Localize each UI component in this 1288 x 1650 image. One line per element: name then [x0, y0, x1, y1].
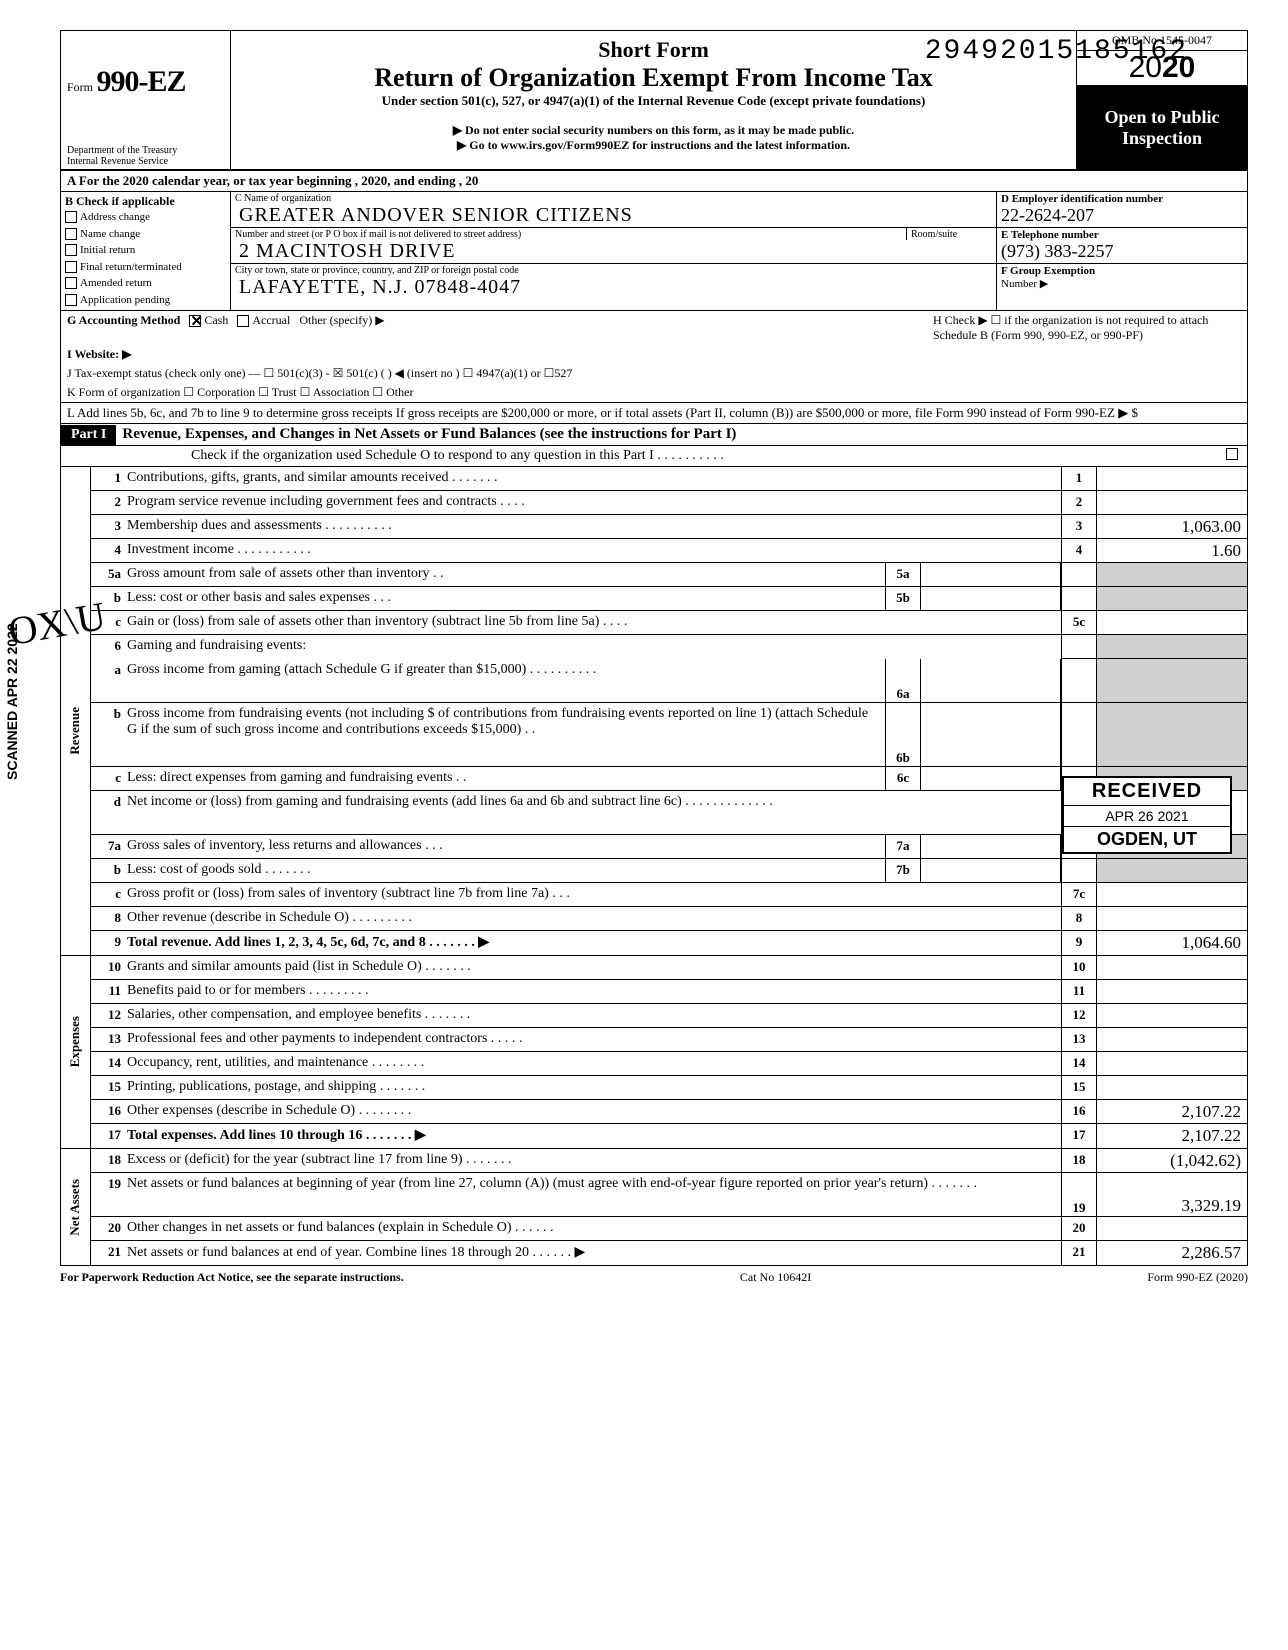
chk-cash[interactable]	[189, 315, 201, 327]
received-stamp: RECEIVED APR 26 2021 OGDEN, UT	[1062, 776, 1232, 854]
form-word: Form	[67, 80, 93, 94]
line-19: 19Net assets or fund balances at beginni…	[91, 1173, 1247, 1217]
schedule-o-check: Check if the organization used Schedule …	[60, 446, 1248, 467]
side-expenses-text: Expenses	[67, 1016, 83, 1067]
line-15: 15Printing, publications, postage, and s…	[91, 1076, 1247, 1100]
side-revenue: Revenue	[61, 467, 91, 955]
chk-name-change[interactable]: Name change	[65, 226, 226, 243]
entity-info-block: B Check if applicable Address change Nam…	[60, 191, 1248, 310]
org-city: LAFAYETTE, N.J. 07848-4047	[231, 276, 996, 299]
chk-application-pending[interactable]: Application pending	[65, 292, 226, 309]
line-5b: bLess: cost or other basis and sales exp…	[91, 587, 1247, 611]
chk-initial-return[interactable]: Initial return	[65, 242, 226, 259]
chk-schedule-o[interactable]	[1226, 448, 1238, 460]
dln-stamp: 29492015185162	[925, 36, 1188, 67]
line-8: 8Other revenue (describe in Schedule O) …	[91, 907, 1247, 931]
line-10: 10Grants and similar amounts paid (list …	[91, 956, 1247, 980]
txt-cash: Cash	[204, 313, 228, 327]
line-17: 17Total expenses. Add lines 10 through 1…	[91, 1124, 1247, 1148]
part1-header-row: Part I Revenue, Expenses, and Changes in…	[60, 424, 1248, 446]
line-5a: 5aGross amount from sale of assets other…	[91, 563, 1247, 587]
open-line2: Inspection	[1079, 128, 1245, 149]
line-6b: bGross income from fundraising events (n…	[91, 703, 1247, 767]
dept-line1: Department of the Treasury	[67, 145, 224, 156]
line-21: 21Net assets or fund balances at end of …	[91, 1241, 1247, 1265]
line-7b: bLess: cost of goods sold . . . . . . .7…	[91, 859, 1247, 883]
line-20: 20Other changes in net assets or fund ba…	[91, 1217, 1247, 1241]
section-h: H Check ▶ ☐ if the organization is not r…	[927, 311, 1247, 345]
part1-label: Part I	[61, 425, 116, 445]
footer-right: Form 990-EZ (2020)	[1147, 1270, 1248, 1285]
footer: For Paperwork Reduction Act Notice, see …	[60, 1266, 1248, 1289]
row-a-tax-year: A For the 2020 calendar year, or tax yea…	[60, 171, 1248, 191]
chk-amended-return[interactable]: Amended return	[65, 275, 226, 292]
label-org-name: C Name of organization	[231, 192, 996, 204]
line-3: 3Membership dues and assessments . . . .…	[91, 515, 1247, 539]
txt-other: Other (specify) ▶	[299, 313, 384, 327]
label-city: City or town, state or province, country…	[231, 264, 996, 276]
received-date: APR 26 2021	[1064, 806, 1230, 827]
section-b: B Check if applicable Address change Nam…	[61, 192, 231, 310]
section-b-header: B Check if applicable	[65, 194, 226, 209]
line-4: 4Investment income . . . . . . . . . . .…	[91, 539, 1247, 563]
line-13: 13Professional fees and other payments t…	[91, 1028, 1247, 1052]
line-2: 2Program service revenue including gover…	[91, 491, 1247, 515]
line-12: 12Salaries, other compensation, and empl…	[91, 1004, 1247, 1028]
org-address: 2 MACINTOSH DRIVE	[231, 240, 996, 264]
phone-value: (973) 383-2257	[1001, 241, 1243, 262]
label-group-exemption: F Group Exemption	[1001, 265, 1243, 277]
expenses-section: Expenses 10Grants and similar amounts pa…	[60, 956, 1248, 1149]
label-room: Room/suite	[907, 228, 996, 240]
chk-accrual[interactable]	[237, 315, 249, 327]
line-6: 6Gaming and fundraising events:	[91, 635, 1247, 659]
revenue-section: Revenue 1Contributions, gifts, grants, a…	[60, 467, 1248, 956]
part1-title: Revenue, Expenses, and Changes in Net As…	[116, 424, 742, 445]
form-label-cell: Form 990-EZ Department of the Treasury I…	[61, 31, 231, 169]
label-group-number: Number ▶	[1001, 277, 1243, 290]
form-number: 990-EZ	[97, 65, 186, 98]
received-location: OGDEN, UT	[1064, 827, 1230, 852]
line-6a: aGross income from gaming (attach Schedu…	[91, 659, 1247, 703]
line-9: 9Total revenue. Add lines 1, 2, 3, 4, 5c…	[91, 931, 1247, 955]
label-address: Number and street (or P O box if mail is…	[231, 228, 906, 240]
line-16: 16Other expenses (describe in Schedule O…	[91, 1100, 1247, 1124]
label-phone: E Telephone number	[1001, 229, 1243, 241]
line-5c: cGain or (loss) from sale of assets othe…	[91, 611, 1247, 635]
footer-mid: Cat No 10642I	[740, 1270, 811, 1285]
side-netassets-text: Net Assets	[67, 1179, 83, 1236]
row-l-gross: L Add lines 5b, 6c, and 7b to line 9 to …	[60, 403, 1248, 424]
line-18: 18Excess or (deficit) for the year (subt…	[91, 1149, 1247, 1173]
chk-final-return[interactable]: Final return/terminated	[65, 259, 226, 276]
side-revenue-text: Revenue	[67, 707, 83, 755]
chk-address-change[interactable]: Address change	[65, 209, 226, 226]
line-7c: cGross profit or (loss) from sales of in…	[91, 883, 1247, 907]
main-title: Return of Organization Exempt From Incom…	[239, 63, 1068, 93]
line-11: 11Benefits paid to or for members . . . …	[91, 980, 1247, 1004]
row-j-status: J Tax-exempt status (check only one) — ☐…	[60, 364, 1248, 383]
txt-accrual: Accrual	[252, 313, 290, 327]
line-14: 14Occupancy, rent, utilities, and mainte…	[91, 1052, 1247, 1076]
label-ein: D Employer identification number	[1001, 193, 1243, 205]
label-accounting: G Accounting Method	[67, 313, 180, 327]
row-k-form: K Form of organization ☐ Corporation ☐ T…	[60, 383, 1248, 403]
dept-line2: Internal Revenue Service	[67, 156, 224, 167]
row-gh: G Accounting Method Cash Accrual Other (…	[60, 310, 1248, 345]
ein-value: 22-2624-207	[1001, 205, 1243, 226]
subtitle: Under section 501(c), 527, or 4947(a)(1)…	[239, 93, 1068, 109]
side-expenses: Expenses	[61, 956, 91, 1148]
received-text: RECEIVED	[1064, 778, 1230, 806]
instruction-1: ▶ Do not enter social security numbers o…	[239, 123, 1068, 138]
schedule-o-text: Check if the organization used Schedule …	[191, 448, 1226, 464]
open-line1: Open to Public	[1079, 107, 1245, 128]
section-c: C Name of organization GREATER ANDOVER S…	[231, 192, 997, 310]
line-1: 1Contributions, gifts, grants, and simil…	[91, 467, 1247, 491]
org-name: GREATER ANDOVER SENIOR CITIZENS	[231, 204, 996, 228]
side-netassets: Net Assets	[61, 1149, 91, 1265]
row-i-website: I Website: ▶	[60, 345, 1248, 364]
instruction-2: ▶ Go to www.irs.gov/Form990EZ for instru…	[239, 138, 1068, 153]
footer-left: For Paperwork Reduction Act Notice, see …	[60, 1270, 404, 1285]
net-assets-section: Net Assets 18Excess or (deficit) for the…	[60, 1149, 1248, 1266]
section-def: D Employer identification number 22-2624…	[997, 192, 1247, 310]
open-to-public: Open to Public Inspection	[1077, 85, 1247, 169]
